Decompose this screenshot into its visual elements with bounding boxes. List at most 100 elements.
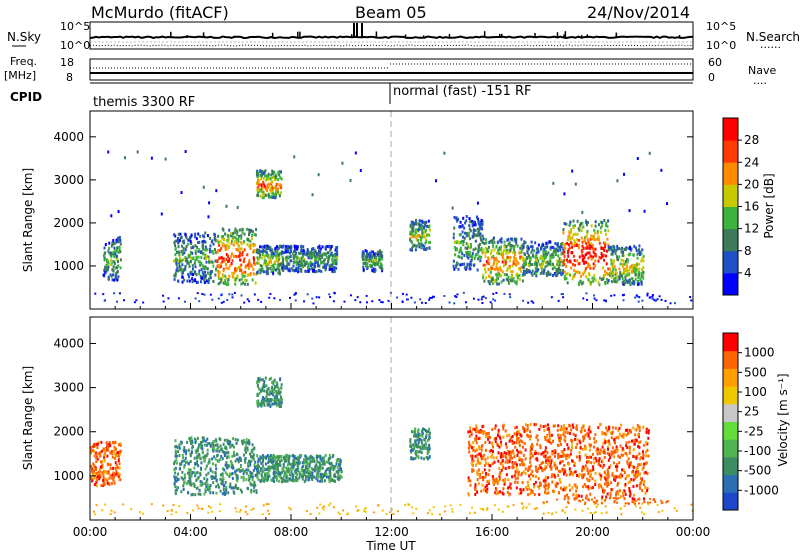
velocity-scatter-point: [482, 478, 485, 482]
velocity-scatter-point: [224, 471, 227, 475]
velocity-scatter-point: [265, 467, 268, 471]
velocity-scatter-point: [499, 471, 502, 475]
power-scatter-point: [425, 246, 428, 250]
power-scatter-point: [288, 262, 291, 266]
power-scatter-point: [511, 270, 514, 274]
power-scatter-point: [593, 231, 596, 235]
power-scatter-point: [378, 253, 381, 257]
velocity-scatter-point: [217, 459, 220, 463]
power-scatter-point: [321, 245, 324, 249]
velocity-scatter-point: [265, 472, 268, 476]
velocity-scatter-point: [506, 449, 509, 453]
power-scatter-point: [651, 294, 654, 297]
power-scatter-point: [205, 260, 208, 264]
power-scatter-point: [227, 278, 230, 282]
velocity-scatter-point: [175, 475, 178, 479]
velocity-scatter-point: [479, 429, 482, 433]
power-scatter-point: [457, 262, 460, 266]
velocity-scatter-point: [303, 459, 306, 463]
velocity-scatter-point: [469, 426, 472, 430]
power-scatter-point: [539, 272, 542, 276]
power-scatter-point: [249, 246, 252, 250]
velocity-scatter-point: [258, 471, 261, 475]
velocity-scatter-point: [298, 471, 301, 475]
velocity-scatter-point: [477, 429, 480, 433]
velocity-scatter-point: [281, 467, 284, 471]
power-scatter-point: [562, 250, 565, 254]
power-scatter-point: [117, 264, 120, 268]
velocity-scatter-point: [550, 467, 553, 471]
power-scatter-point: [544, 256, 547, 260]
power-scatter-point: [423, 247, 426, 251]
power-scatter-point: [524, 269, 527, 273]
power-scatter-point: [549, 255, 552, 259]
power-scatter-point: [229, 233, 232, 237]
power-scatter-point: [558, 245, 561, 249]
power-scatter-point: [569, 220, 572, 224]
power-scatter-point: [620, 274, 623, 278]
velocity-scatter-point: [421, 433, 424, 437]
power-scatter-point: [593, 277, 596, 281]
power-scatter-point: [366, 250, 369, 254]
search-noise-line: [89, 44, 694, 47]
velocity-scatter-point: [179, 442, 182, 446]
power-scatter-point: [243, 257, 246, 261]
power-scatter-point: [643, 209, 646, 213]
power-scatter-point: [204, 253, 207, 257]
velocity-scatter-point: [319, 479, 322, 483]
velocity-scatter-point: [525, 423, 528, 427]
velocity-scatter-point: [266, 392, 269, 396]
power-scatter-point: [295, 255, 298, 259]
power-scatter-point: [502, 264, 505, 268]
velocity-scatter-point: [476, 457, 479, 461]
velocity-scatter-point: [92, 477, 95, 481]
power-scatter-point: [623, 271, 626, 275]
power-scatter-point: [114, 275, 117, 279]
velocity-scatter-point: [537, 477, 540, 481]
power-scatter-point: [572, 219, 575, 223]
power-scatter-point: [635, 263, 638, 267]
velocity-scatter-point: [203, 458, 206, 462]
power-scatter-point: [177, 297, 180, 300]
velocity-scatter-point: [233, 491, 236, 495]
power-scatter-point: [278, 173, 281, 177]
noise-right-legend: ......: [760, 38, 781, 51]
power-scatter-point: [238, 228, 241, 232]
velocity-scatter-point: [516, 453, 519, 457]
velocity-scatter-point: [196, 477, 199, 481]
power-scatter-point: [245, 227, 248, 231]
power-scatter-point: [201, 245, 204, 249]
power-scatter-point: [487, 279, 490, 283]
velocity-scatter-point: [493, 437, 496, 441]
power-scatter-point: [555, 268, 558, 272]
velocity-scatter-point: [514, 461, 517, 465]
velocity-scatter-point: [292, 473, 295, 477]
velocity-scatter-point: [543, 435, 546, 439]
power-scatter-point: [482, 251, 485, 255]
power-scatter-point: [194, 244, 197, 248]
power-scatter-point: [325, 265, 328, 269]
power-scatter-point: [264, 193, 267, 197]
velocity-scatter-point: [203, 492, 206, 496]
power-scatter-point: [528, 260, 531, 264]
power-scatter-point: [177, 269, 180, 273]
velocity-scatter-point: [417, 428, 420, 432]
velocity-scatter-point: [174, 490, 177, 494]
power-scatter-point: [419, 243, 422, 247]
velocity-scatter-point: [227, 442, 230, 446]
power-scatter-point: [638, 244, 641, 248]
power-y-tick-label: 3000: [53, 173, 84, 187]
power-scatter-point: [261, 264, 264, 268]
power-scatter-point: [589, 241, 592, 245]
power-scatter-point: [483, 279, 486, 283]
power-scatter-point: [597, 259, 600, 263]
velocity-scatter-point: [502, 478, 505, 482]
velocity-scatter-point: [255, 467, 258, 471]
velocity-scatter-point: [277, 455, 280, 459]
power-scatter-point: [588, 246, 591, 250]
power-scatter-point: [260, 171, 263, 175]
power-scatter-point: [319, 250, 322, 254]
velocity-scatter-point: [519, 491, 522, 495]
velocity-scatter-point: [100, 484, 103, 488]
velocity-scatter-point: [546, 434, 549, 438]
